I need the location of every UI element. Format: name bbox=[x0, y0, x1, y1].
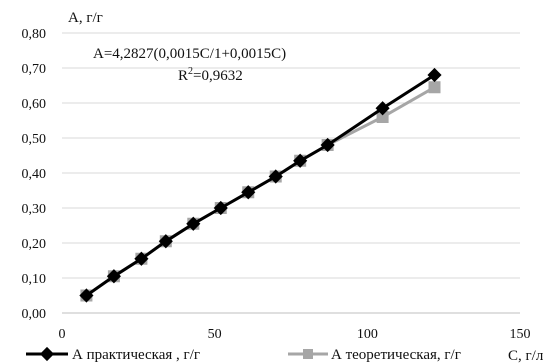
data-point-practical bbox=[106, 269, 121, 284]
r-squared-superscript: 2 bbox=[188, 66, 193, 77]
data-point-practical bbox=[79, 288, 94, 303]
r-squared-value: =0,9632 bbox=[193, 68, 243, 84]
legend-item-practical: А практическая , г/г bbox=[26, 346, 200, 363]
legend-label-theoretical: А теоретическая, г/г bbox=[331, 347, 461, 363]
data-point-theoretical bbox=[428, 81, 441, 94]
y-tick-label: 0,40 bbox=[22, 167, 47, 182]
data-point-practical bbox=[213, 200, 228, 216]
y-tick-label: 0,00 bbox=[22, 307, 47, 322]
x-tick-label: 50 bbox=[208, 327, 222, 342]
data-point-practical bbox=[293, 153, 308, 168]
data-point-theoretical bbox=[376, 111, 389, 123]
data-point-practical bbox=[427, 67, 442, 83]
y-tick-labels: 0,00 0,10 0,20 0,30 0,40 0,50 0,60 0,70 0,80 bbox=[22, 27, 47, 322]
regression-annotation: A=4,2827(0,0015C/1+0,0015C) R2=0,9632 bbox=[93, 46, 286, 84]
data-point-practical bbox=[134, 251, 149, 266]
y-axis-label: A, г/г bbox=[68, 10, 103, 26]
legend: А практическая , г/г А теоретическая, г/… bbox=[26, 346, 461, 363]
x-tick-labels: 0 50 100 150 bbox=[59, 327, 531, 342]
x-tick-label: 100 bbox=[357, 327, 378, 342]
y-tick-label: 0,10 bbox=[22, 272, 47, 287]
x-axis-label: C, г/л bbox=[508, 348, 544, 364]
y-tick-label: 0,50 bbox=[22, 132, 47, 147]
y-tick-label: 0,30 bbox=[22, 202, 47, 217]
series-layer bbox=[79, 67, 442, 303]
data-point-practical bbox=[186, 216, 201, 231]
x-tick-label: 150 bbox=[510, 327, 531, 342]
data-point-practical bbox=[158, 234, 173, 249]
data-point-practical bbox=[268, 169, 283, 184]
y-tick-label: 0,70 bbox=[22, 62, 47, 77]
x-tick-label: 0 bbox=[59, 327, 66, 342]
data-point-practical bbox=[241, 185, 256, 200]
gridlines bbox=[62, 32, 520, 314]
y-tick-label: 0,60 bbox=[22, 97, 47, 112]
legend-label-practical: А практическая , г/г bbox=[72, 347, 200, 363]
legend-swatch-practical-marker bbox=[39, 346, 55, 362]
series-line-practical bbox=[85, 73, 436, 297]
legend-item-theoretical: А теоретическая, г/г bbox=[288, 347, 461, 363]
r-squared-label: R2=0,9632 bbox=[178, 66, 243, 84]
data-point-practical bbox=[320, 137, 335, 153]
legend-swatch-theoretical-marker bbox=[303, 349, 313, 359]
y-tick-label: 0,80 bbox=[22, 27, 47, 42]
data-point-practical bbox=[375, 101, 390, 116]
y-tick-label: 0,20 bbox=[22, 237, 47, 252]
r-squared-prefix: R bbox=[178, 68, 188, 84]
regression-equation: A=4,2827(0,0015C/1+0,0015C) bbox=[93, 46, 286, 62]
